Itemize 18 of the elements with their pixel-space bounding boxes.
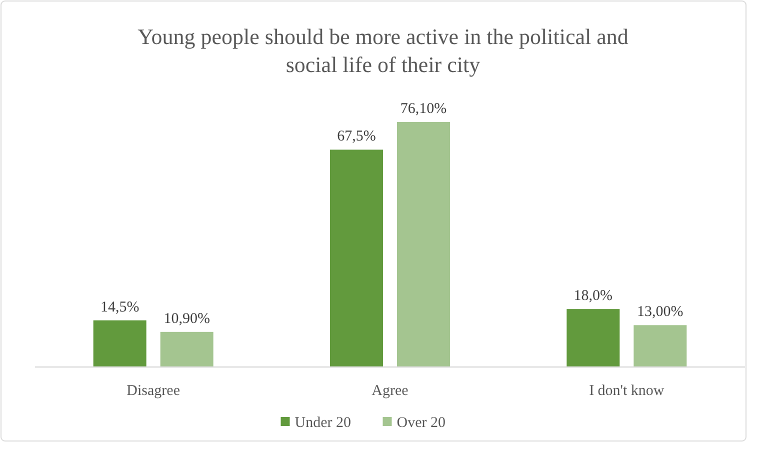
bar	[397, 122, 450, 367]
data-label: 13,00%	[637, 304, 684, 320]
legend-label: Under 20	[294, 415, 351, 431]
x-tick-label: Agree	[372, 383, 409, 399]
bar	[330, 150, 383, 367]
legend-label: Over 20	[396, 415, 446, 431]
chart-title: Young people should be more active in the political and social life of their city	[138, 24, 628, 77]
bar	[634, 325, 687, 367]
data-label: 10,90%	[164, 310, 210, 327]
data-label: 18,0%	[574, 288, 613, 304]
bar	[566, 309, 620, 367]
data-label: 14,5%	[100, 299, 140, 316]
bar	[93, 320, 146, 367]
bar	[160, 332, 214, 367]
x-tick-label: Disagree	[126, 383, 180, 399]
x-tick-label: I don't know	[589, 383, 664, 399]
data-label: 67,5%	[337, 128, 376, 145]
data-label: 76,10%	[400, 101, 447, 117]
